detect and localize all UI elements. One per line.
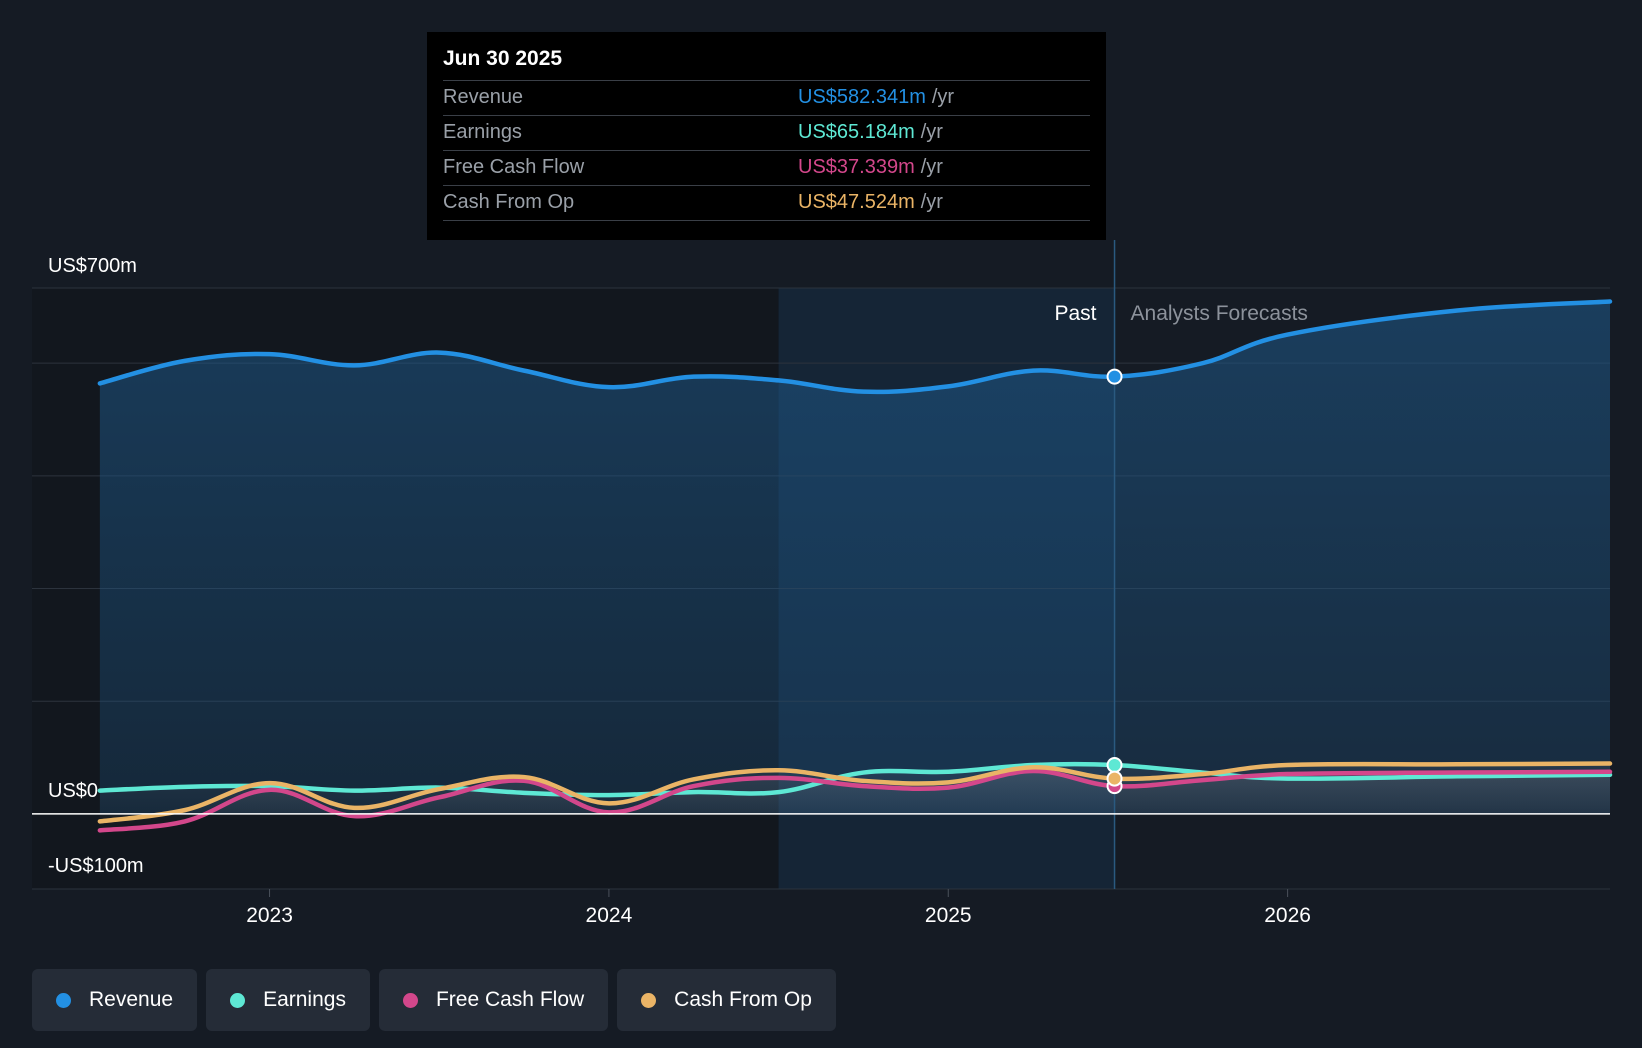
legend-item-cash-from-op[interactable]: Cash From Op [617, 969, 836, 1031]
tooltip-value: US$65.184m/yr [798, 121, 943, 143]
y-axis-zero-label: US$0 [48, 780, 98, 802]
marker-earnings [1106, 757, 1123, 774]
tooltip-row-cash-from-op: Cash From Op US$47.524m/yr [443, 186, 1090, 221]
tooltip-date: Jun 30 2025 [443, 44, 1090, 81]
series-line-cash-from-op [97, 761, 1613, 824]
chart-legend: Revenue Earnings Free Cash Flow Cash Fro… [32, 969, 836, 1031]
legend-item-free-cash-flow[interactable]: Free Cash Flow [378, 969, 609, 1031]
legend-dot-icon [402, 992, 418, 1008]
tooltip-row-free-cash-flow: Free Cash Flow US$37.339m/yr [443, 151, 1090, 186]
legend-dot-icon [56, 992, 71, 1008]
highlight-markers [1106, 368, 1123, 795]
series-line-revenue [97, 299, 1613, 395]
legend-label: Earnings [263, 988, 346, 1011]
tooltip-label: Earnings [443, 121, 522, 143]
tooltip-label: Free Cash Flow [443, 156, 585, 178]
x-tick-label: 2023 [246, 904, 293, 927]
legend-dot-icon [641, 992, 657, 1008]
tooltip-row-earnings: Earnings US$65.184m/yr [443, 116, 1090, 151]
legend-item-earnings[interactable]: Earnings [206, 969, 370, 1031]
y-axis-bottom-label: -US$100m [48, 855, 144, 877]
tooltip-value: US$582.341m/yr [798, 86, 955, 108]
x-tick-label: 2026 [1264, 904, 1311, 927]
series-lines [97, 299, 1613, 833]
x-axis-ticks: 2023 2024 2025 2026 [246, 889, 1311, 927]
data-tooltip: Jun 30 2025 Revenue US$582.341m/yr Earni… [427, 32, 1106, 240]
x-tick-label: 2024 [586, 904, 633, 927]
tooltip-label: Revenue [443, 86, 524, 108]
legend-dot-icon [230, 992, 246, 1008]
marker-cash-from-op [1106, 770, 1123, 787]
legend-label: Free Cash Flow [435, 988, 585, 1011]
tooltip-value: US$47.524m/yr [798, 191, 943, 213]
legend-item-revenue[interactable]: Revenue [32, 969, 198, 1031]
past-label: Past [1055, 302, 1097, 325]
legend-label: Cash From Op [674, 988, 812, 1011]
series-line-earnings [97, 761, 1613, 798]
forecast-label: Analysts Forecasts [1131, 302, 1308, 325]
tooltip-value: US$37.339m/yr [798, 156, 943, 178]
y-axis-top-label: US$700m [48, 255, 137, 277]
legend-label: Revenue [89, 988, 174, 1011]
tooltip-label: Cash From Op [443, 191, 575, 213]
tooltip-row-revenue: Revenue US$582.341m/yr [443, 81, 1090, 116]
marker-revenue [1106, 368, 1123, 385]
area-revenue [99, 301, 1610, 814]
x-tick-label: 2025 [925, 904, 972, 927]
